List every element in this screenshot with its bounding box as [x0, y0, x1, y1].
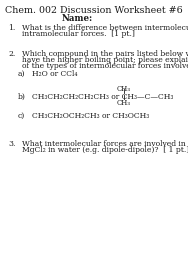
Text: b): b) — [18, 93, 26, 101]
Text: of the types of intermolecular forces involved.  [3 pt. Ea.]: of the types of intermolecular forces in… — [22, 62, 188, 70]
Text: CH₃: CH₃ — [117, 85, 131, 93]
Text: 3.: 3. — [8, 140, 15, 148]
Text: intramolecular forces.  [1 pt.]: intramolecular forces. [1 pt.] — [22, 30, 135, 38]
Text: H₂O or CCl₄: H₂O or CCl₄ — [32, 70, 77, 78]
Text: What is the difference between intermolecular forces and: What is the difference between intermole… — [22, 24, 188, 32]
Text: What intermolecular forces are involved in the dissolution of: What intermolecular forces are involved … — [22, 140, 188, 148]
Text: Which compound in the pairs listed below would you expect to: Which compound in the pairs listed below… — [22, 50, 188, 58]
Text: Chem. 002 Discussion Worksheet #6: Chem. 002 Discussion Worksheet #6 — [5, 6, 183, 15]
Text: CH₃: CH₃ — [117, 99, 131, 107]
Text: CH₃CH₂OCH₂CH₃ or CH₃OCH₃: CH₃CH₂OCH₂CH₃ or CH₃OCH₃ — [32, 112, 149, 120]
Text: CH₃CH₂CH₂CH₂CH₃ or CH₃—C—CH₃: CH₃CH₂CH₂CH₂CH₃ or CH₃—C—CH₃ — [32, 93, 173, 101]
Text: 2.: 2. — [8, 50, 15, 58]
Text: 1.: 1. — [8, 24, 15, 32]
Text: have the higher boiling point; please explain your choice in terms: have the higher boiling point; please ex… — [22, 56, 188, 64]
Text: MgCl₂ in water (e.g. dipole-dipole)?  [ 1 pt.]: MgCl₂ in water (e.g. dipole-dipole)? [ 1… — [22, 146, 188, 154]
Text: Name:: Name: — [62, 14, 93, 23]
Text: a): a) — [18, 70, 26, 78]
Text: c): c) — [18, 112, 25, 120]
